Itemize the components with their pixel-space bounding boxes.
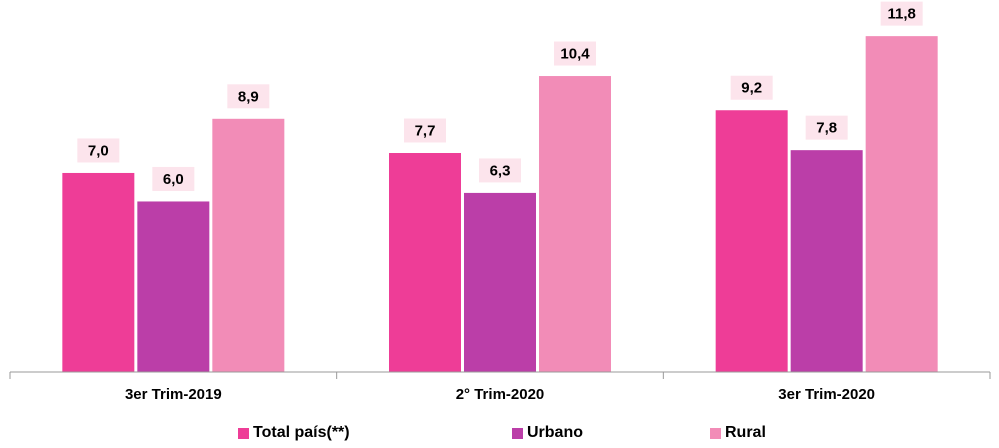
data-label-bg-urbano-2 <box>479 158 521 183</box>
data-label-total-1: 7,0 <box>88 142 109 159</box>
x-tick-labels-group: 3er Trim-2019 2° Trim-2020 3er Trim-2020 <box>125 386 875 403</box>
data-label-total-2: 7,7 <box>415 123 436 140</box>
data-label-rural-1: 8,9 <box>238 88 259 105</box>
bar-total-1 <box>61 171 136 373</box>
legend-swatch-rural <box>710 427 721 439</box>
x-ticks-group <box>9 372 991 379</box>
bar-rural-3 <box>864 35 939 373</box>
data-label-bg-total-2 <box>404 118 446 143</box>
bar-chart: 7,0 6,0 8,9 7,7 6,3 10,4 9,2 7,8 11,8 3er Trim-2… <box>9 1 991 403</box>
legend-item-total: Total país(**) <box>238 424 350 442</box>
data-label-bg-rural-1 <box>227 84 270 109</box>
bar-urbano-1 <box>136 200 211 373</box>
data-label-urbano-3: 7,8 <box>816 120 837 137</box>
data-label-urbano-1: 6,0 <box>163 171 184 188</box>
data-label-bg-total-1 <box>77 138 120 163</box>
legend-label-total: Total país(**) <box>253 424 350 441</box>
bars-group <box>61 35 939 373</box>
bar-rural-1 <box>211 117 286 373</box>
data-label-bg-total-3 <box>730 75 773 100</box>
data-label-bg-urbano-1 <box>152 166 195 191</box>
legend-label-rural: Rural <box>725 424 766 441</box>
x-tick-label-1: 3er Trim-2019 <box>125 386 222 403</box>
legend: Total país(**) Urbano Rural <box>0 422 999 448</box>
data-label-bg-rural-2 <box>554 41 596 66</box>
legend-swatch-total <box>238 427 249 439</box>
data-label-urbano-2: 6,3 <box>490 162 511 179</box>
x-tick-label-2: 2° Trim-2020 <box>456 386 545 403</box>
legend-item-urbano: Urbano <box>512 424 583 442</box>
bar-total-2 <box>388 152 462 373</box>
data-label-rural-2: 10,4 <box>560 46 590 63</box>
bar-total-3 <box>714 109 789 373</box>
x-tick-label-3: 3er Trim-2020 <box>778 386 875 403</box>
data-labels-group: 7,0 6,0 8,9 7,7 6,3 10,4 9,2 7,8 11,8 <box>77 1 923 191</box>
bar-rural-2 <box>538 75 612 373</box>
bar-urbano-2 <box>463 191 537 373</box>
data-label-total-3: 9,2 <box>741 80 762 97</box>
bar-urbano-3 <box>789 149 864 373</box>
data-label-bg-urbano-3 <box>805 115 848 140</box>
data-label-rural-3: 11,8 <box>887 6 915 23</box>
legend-item-rural: Rural <box>710 424 766 442</box>
data-label-bg-rural-3 <box>880 1 923 26</box>
legend-swatch-urbano <box>512 427 523 439</box>
legend-label-urbano: Urbano <box>527 424 583 441</box>
